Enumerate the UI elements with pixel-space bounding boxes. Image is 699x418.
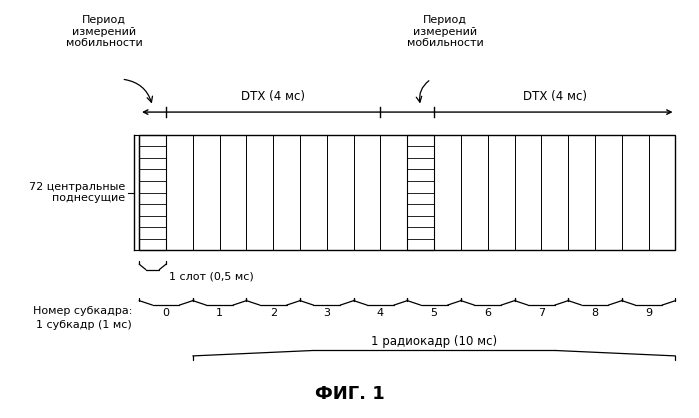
Text: 1 субкадр (1 мс): 1 субкадр (1 мс) — [36, 319, 132, 329]
Text: 5: 5 — [431, 308, 438, 318]
Text: 4: 4 — [377, 308, 384, 318]
Text: Номер субкадра:: Номер субкадра: — [33, 306, 132, 316]
Text: 1 слот (0,5 мс): 1 слот (0,5 мс) — [168, 272, 254, 282]
Text: 1 радиокадр (10 мс): 1 радиокадр (10 мс) — [371, 335, 497, 348]
Text: 7: 7 — [538, 308, 545, 318]
Text: Период
измерений
мобильности: Период измерений мобильности — [66, 15, 143, 48]
Text: Период
измерений
мобильности: Период измерений мобильности — [407, 15, 483, 48]
Text: DTX (4 мс): DTX (4 мс) — [241, 90, 305, 103]
Text: ФИГ. 1: ФИГ. 1 — [315, 385, 385, 403]
Text: 0: 0 — [162, 308, 169, 318]
Text: 1: 1 — [216, 308, 223, 318]
Bar — [408, 135, 434, 250]
Text: 6: 6 — [484, 308, 491, 318]
Text: 2: 2 — [270, 308, 277, 318]
Text: 9: 9 — [645, 308, 652, 318]
Text: 8: 8 — [591, 308, 598, 318]
Text: 3: 3 — [324, 308, 331, 318]
Text: DTX (4 мс): DTX (4 мс) — [523, 90, 586, 103]
Bar — [139, 135, 675, 250]
Text: 72 центральные
поднесущие: 72 центральные поднесущие — [29, 182, 125, 203]
Bar — [139, 135, 166, 250]
